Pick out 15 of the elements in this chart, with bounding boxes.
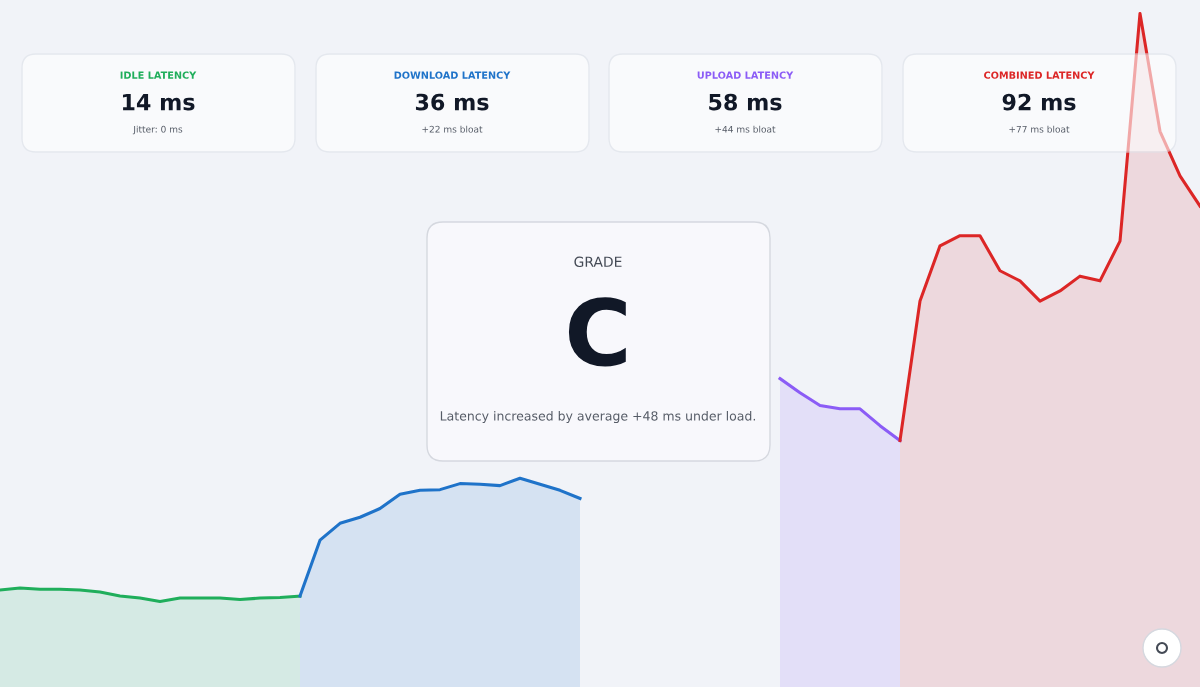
annotation: Latency increased by average +48 ms under load. [440, 410, 755, 424]
annotation: C [568, 297, 626, 367]
annotation: 36 ms [415, 93, 489, 111]
annotation: UPLOAD LATENCY [697, 71, 794, 79]
annotation: Jitter: 0 ms [132, 125, 183, 135]
annotation: 92 ms [1002, 93, 1076, 111]
annotation: +44 ms bloat [715, 125, 776, 133]
annotation: 14 ms [122, 93, 195, 111]
annotation: DOWNLOAD LATENCY [394, 71, 511, 79]
annotation: 58 ms [709, 93, 782, 111]
annotation: +22 ms bloat [422, 125, 483, 133]
annotation: IDLE LATENCY [120, 71, 197, 79]
annotation: COMBINED LATENCY [984, 71, 1095, 79]
annotation: +77 ms bloat [1009, 125, 1070, 133]
annotation: GRADE [574, 256, 622, 268]
